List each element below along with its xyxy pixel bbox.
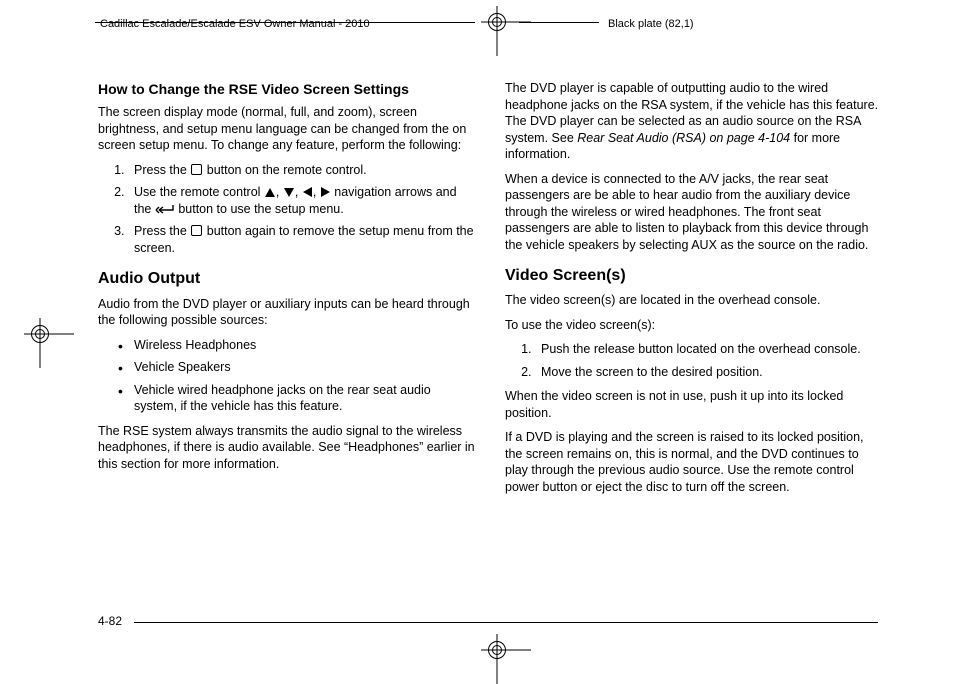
step-text: button on the remote control. [203, 163, 366, 177]
dvd-paragraph: The DVD player is capable of outputting … [505, 80, 882, 163]
column-left: How to Change the RSE Video Screen Setti… [98, 80, 475, 620]
audio-intro: Audio from the DVD player or auxiliary i… [98, 296, 475, 329]
step-text: Press the [134, 224, 190, 238]
heading-audio-output: Audio Output [98, 268, 475, 289]
av-paragraph: When a device is connected to the A/V ja… [505, 171, 882, 254]
arrow-down-icon [284, 188, 294, 197]
video-use-intro: To use the video screen(s): [505, 317, 882, 334]
heading-rse-settings: How to Change the RSE Video Screen Setti… [98, 80, 475, 98]
footer-rule [134, 622, 878, 623]
list-item: Vehicle wired headphone jacks on the rea… [122, 382, 475, 415]
arrow-left-icon [303, 187, 312, 197]
video-steps: Push the release button located on the o… [535, 341, 882, 380]
step-text: Use the remote control [134, 185, 264, 199]
column-right: The DVD player is capable of outputting … [505, 80, 882, 620]
list-item: Push the release button located on the o… [535, 341, 882, 358]
enter-icon [155, 202, 175, 216]
list-item: Vehicle Speakers [122, 359, 475, 376]
list-item: Use the remote control , , , navigation … [128, 184, 475, 217]
manual-title: Cadillac Escalade/Escalade ESV Owner Man… [100, 18, 370, 30]
rse-steps: Press the button on the remote control. … [128, 162, 475, 257]
display-button-icon [191, 225, 202, 236]
page-number: 4-82 [98, 614, 122, 628]
display-button-icon [191, 164, 202, 175]
arrow-up-icon [265, 188, 275, 197]
rse-intro: The screen display mode (normal, full, a… [98, 104, 475, 154]
step-text: Press the [134, 163, 190, 177]
video-location: The video screen(s) are located in the o… [505, 292, 882, 309]
audio-sources-list: Wireless Headphones Vehicle Speakers Veh… [122, 337, 475, 415]
step-text: button to use the setup menu. [175, 202, 344, 216]
plate-label: Black plate (82,1) [608, 18, 694, 30]
list-item: Press the button again to remove the set… [128, 223, 475, 256]
audio-paragraph: The RSE system always transmits the audi… [98, 423, 475, 473]
list-item: Press the button on the remote control. [128, 162, 475, 179]
list-item: Wireless Headphones [122, 337, 475, 354]
list-item: Move the screen to the desired position. [535, 364, 882, 381]
cross-reference: Rear Seat Audio (RSA) on page 4-104 [577, 131, 790, 145]
page-body: How to Change the RSE Video Screen Setti… [98, 80, 882, 620]
video-p1: When the video screen is not in use, pus… [505, 388, 882, 421]
arrow-right-icon [321, 187, 330, 197]
video-p2: If a DVD is playing and the screen is ra… [505, 429, 882, 495]
heading-video-screens: Video Screen(s) [505, 265, 882, 286]
